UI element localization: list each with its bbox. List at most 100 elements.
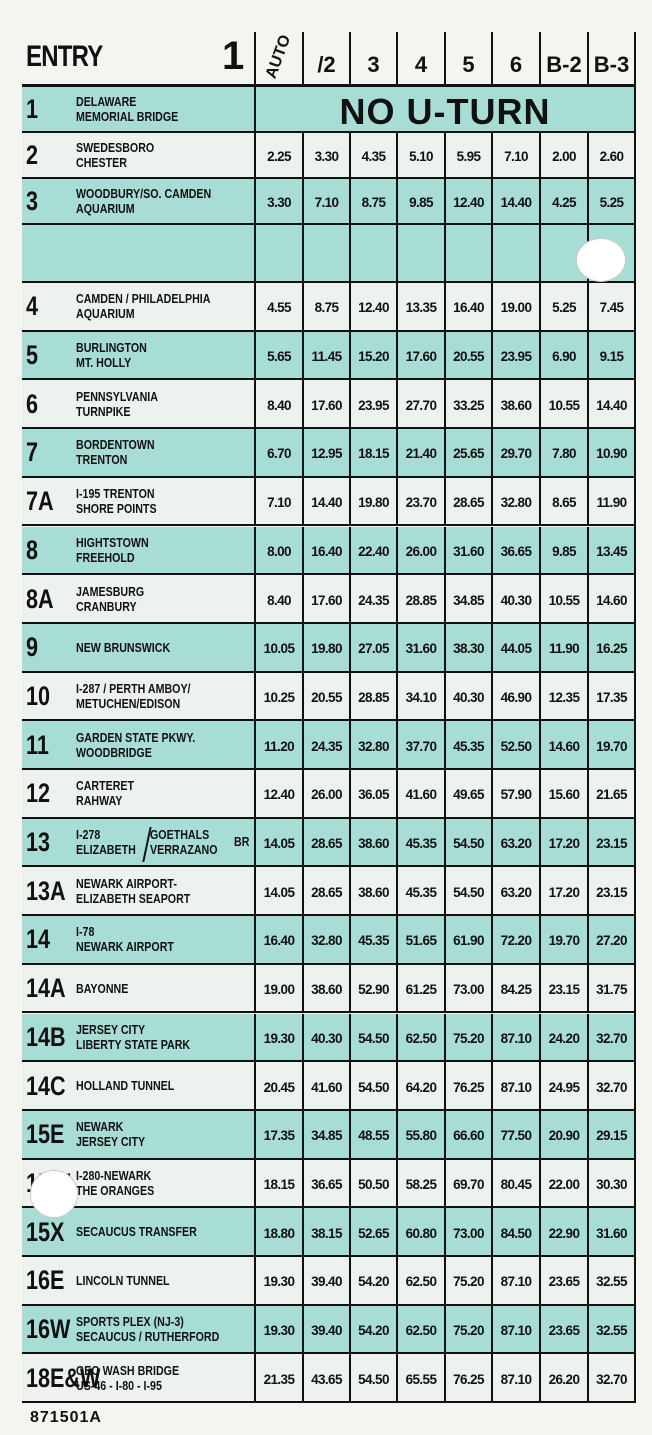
toll: 26.20 — [548, 1371, 580, 1387]
name-divider — [254, 721, 256, 770]
exit-name: I-287 / PERTH AMBOY/ — [76, 680, 191, 696]
toll: 45.35 — [405, 836, 437, 852]
punch-hole — [576, 238, 626, 282]
toll: 73.00 — [453, 1225, 484, 1241]
toll: 54.50 — [358, 1371, 389, 1387]
toll: 23.65 — [548, 1323, 580, 1339]
cell-divider — [254, 225, 256, 283]
toll: 32.70 — [596, 1030, 627, 1046]
exit-name: CRANBURY — [76, 598, 137, 614]
toll: 46.90 — [500, 689, 532, 705]
cell-divider — [539, 1208, 541, 1257]
toll: 22.90 — [548, 1225, 580, 1241]
name-divider — [254, 1110, 256, 1160]
column-divider — [539, 32, 541, 86]
cell-divider — [349, 225, 351, 283]
toll: 7.45 — [599, 300, 624, 316]
row — [22, 380, 635, 430]
cell-divider — [491, 380, 493, 430]
toll: 9.85 — [552, 543, 576, 559]
cell-divider — [444, 721, 446, 770]
toll: 87.10 — [500, 1323, 532, 1339]
toll: 16.40 — [453, 300, 484, 316]
cell-divider — [587, 477, 589, 527]
toll: 38.60 — [358, 836, 389, 852]
cell-divider — [302, 283, 304, 332]
toll: 17.60 — [311, 592, 342, 608]
name-divider — [254, 380, 256, 430]
column-divider — [302, 32, 304, 86]
cell-divider — [444, 331, 446, 381]
cell-divider — [302, 867, 304, 917]
toll: 18.15 — [358, 446, 389, 462]
cell-divider — [587, 1062, 589, 1111]
cell-divider — [491, 916, 493, 965]
exit-name: I-78 — [76, 924, 95, 940]
cell-divider — [587, 283, 589, 332]
toll: 38.15 — [311, 1225, 342, 1241]
cell-divider — [396, 575, 398, 624]
toll: 84.50 — [500, 1225, 532, 1241]
name-divider — [254, 623, 256, 673]
exit-name-suffix: BR — [234, 834, 250, 850]
cell-divider — [587, 1159, 589, 1209]
cell-divider — [491, 1110, 493, 1160]
cell-divider — [587, 1257, 589, 1306]
toll: 23.15 — [548, 982, 580, 998]
cell-divider — [444, 1110, 446, 1160]
name-divider — [254, 1013, 256, 1063]
cell-divider — [302, 429, 304, 478]
toll: 12.95 — [311, 446, 342, 462]
cell-divider — [491, 964, 493, 1014]
toll: 48.55 — [358, 1128, 389, 1144]
exit-name: SPORTS PLEX (NJ-3) — [76, 1314, 184, 1330]
toll: 5.65 — [267, 349, 291, 365]
cell-divider — [349, 916, 351, 965]
row — [22, 1013, 635, 1063]
toll: 32.70 — [596, 1079, 627, 1095]
cell-divider — [444, 818, 446, 868]
cell-divider — [539, 526, 541, 576]
exit-name: AQUARIUM — [76, 306, 135, 322]
column-header: /2 — [317, 52, 336, 77]
toll: 40.30 — [500, 592, 532, 608]
cell-divider — [302, 818, 304, 868]
exit-name: CARTERET — [76, 778, 135, 794]
cell-divider — [349, 331, 351, 381]
exit-number: 11 — [26, 729, 49, 760]
exit-name: BURLINGTON — [76, 340, 147, 356]
exit-name: LINCOLN TUNNEL — [76, 1272, 170, 1288]
cell-divider — [587, 1110, 589, 1160]
row — [22, 283, 635, 332]
exit-name: ELIZABETH SEAPORT — [76, 890, 191, 906]
toll: 10.90 — [596, 446, 627, 462]
exit-name: TURNPIKE — [76, 403, 131, 419]
exit-name: NEW BRUNSWICK — [76, 639, 171, 655]
exit-name-branch: VERRAZANO — [150, 842, 218, 858]
toll: 41.60 — [311, 1079, 342, 1095]
exit-number: 1 — [26, 94, 39, 124]
cell-divider — [349, 429, 351, 478]
cell-divider — [444, 1062, 446, 1111]
cell-divider — [491, 331, 493, 381]
toll: 54.50 — [358, 1079, 389, 1095]
exit-number: 5 — [26, 340, 39, 371]
cell-divider — [491, 623, 493, 673]
cell-divider — [491, 672, 493, 722]
toll: 24.20 — [548, 1030, 580, 1046]
toll: 6.70 — [267, 446, 291, 462]
exit-number: 3 — [26, 186, 39, 216]
cell-divider — [539, 1159, 541, 1209]
toll: 32.55 — [596, 1274, 627, 1290]
toll: 11.90 — [548, 641, 580, 657]
toll: 9.85 — [409, 195, 433, 210]
cell-divider — [444, 429, 446, 478]
toll: 31.60 — [453, 543, 484, 559]
cell-divider — [302, 133, 304, 179]
toll: 63.20 — [500, 836, 532, 852]
toll: 20.55 — [453, 349, 484, 365]
cell-divider — [587, 575, 589, 624]
exit-name: CHESTER — [76, 155, 127, 170]
exit-name: MEMORIAL BRIDGE — [76, 109, 179, 124]
cell-divider — [491, 526, 493, 576]
